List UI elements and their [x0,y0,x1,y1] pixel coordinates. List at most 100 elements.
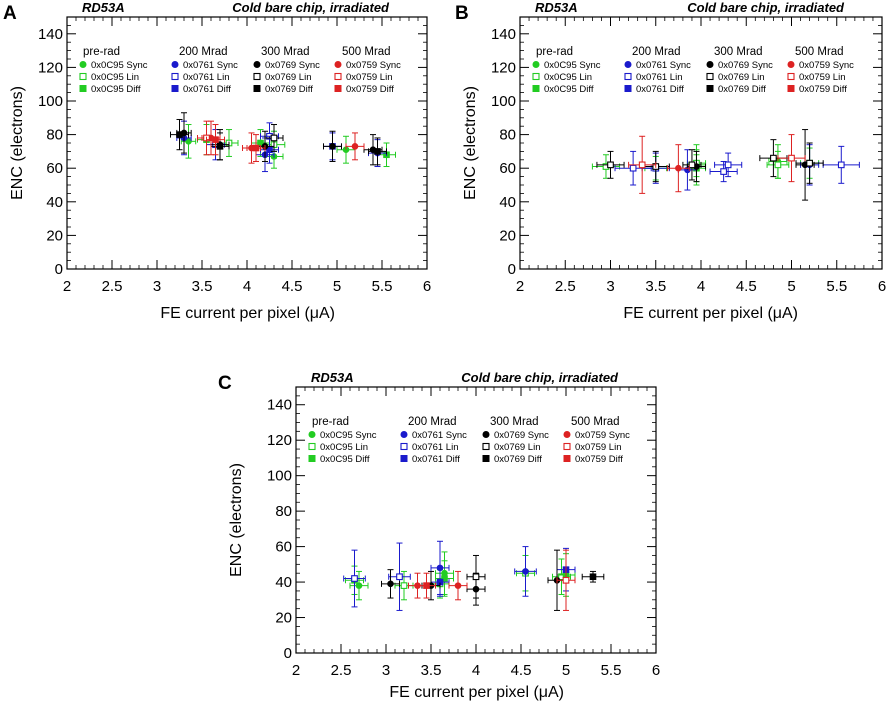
legend-entry: 0x0761 Lin [183,72,229,83]
x-tick-label: 3.5 [645,278,666,295]
marker-open-square [788,154,795,162]
legend-entry: 0x0769 Sync [494,430,549,441]
x-tick-label: 2 [63,278,71,295]
x-tick-label: 3 [153,278,161,295]
legend-entry: 0x0C95 Sync [544,60,601,71]
marker-circle [308,431,316,438]
marker-circle [334,61,342,68]
y-tick-label: 20 [499,227,516,244]
x-tick-label: 4 [697,278,705,295]
data-point [556,549,576,611]
y-tick-label: 0 [284,645,292,662]
marker-open-square [351,575,358,582]
data-point [206,124,225,156]
marker-filled-square [482,455,490,462]
marker-filled-square [563,455,571,462]
legend-entry: 0x0759 Diff [799,84,847,95]
legend-entry: 0x0759 Diff [575,454,623,465]
marker-filled-square [423,582,430,589]
data-point [260,135,279,164]
y-tick-label: 60 [499,160,516,177]
marker-circle [171,61,179,68]
y-tick-label: 120 [491,59,516,76]
y-tick-label: 20 [46,227,63,244]
data-point [777,134,806,183]
marker-filled-square [532,85,540,92]
marker-open-square [308,442,316,451]
y-tick-label: 60 [46,160,63,177]
legend-entry: 0x0761 Sync [183,60,238,71]
marker-filled-square [334,85,342,92]
data-point [596,150,625,179]
data-point [343,549,366,608]
legend-header: 500 Mrad [571,416,620,428]
legend-header: 300 Mrad [261,46,310,58]
x-tick-label: 5 [562,662,570,679]
legend-entry: 0x0769 Lin [494,442,540,453]
legend-header: pre-rad [536,46,573,58]
legend-header: 200 Mrad [179,46,228,58]
x-tick-label: 4.5 [511,662,532,679]
legend-header: 500 Mrad [342,46,391,58]
marker-open-square [400,582,408,589]
marker-open-square [688,161,696,169]
marker-circle [351,143,359,150]
chip-label: RD53A [535,0,578,15]
y-tick-label: 80 [499,127,516,144]
condition-label: Cold bare chip, irradiated [461,370,619,385]
legend-entry: 0x0C95 Lin [544,72,592,83]
y-tick-label: 0 [508,261,516,278]
legend-entry: 0x0759 Diff [346,84,394,95]
data-point [766,150,790,179]
marker-circle [624,61,632,68]
legend-entry: 0x0C95 Diff [91,84,141,95]
data-point [709,160,738,183]
data-point [822,145,860,184]
marker-circle [532,61,540,68]
marker-open-square [607,161,614,169]
marker-open-square [724,161,732,169]
legend-entry: 0x0761 Lin [412,442,458,453]
legend-entry: 0x0C95 Lin [320,442,368,453]
marker-open-square [638,161,646,169]
data-point [795,142,824,184]
panel-letter: A [3,3,17,24]
marker-open-square [79,72,87,81]
legend-header: pre-rad [83,46,120,58]
legend-entry: 0x0769 Diff [265,84,313,95]
data-point [368,137,387,166]
x-tick-label: 2 [292,662,300,679]
y-tick-label: 80 [46,127,63,144]
legend-entry: 0x0759 Sync [799,60,854,71]
marker-open-square [563,442,571,451]
x-tick-label: 5.5 [601,662,622,679]
x-axis-title: FE current per pixel (μA) [160,305,335,322]
data-point [345,132,365,161]
legend-entry: 0x0769 Diff [718,84,766,95]
marker-open-square [334,72,342,81]
x-tick-label: 4.5 [736,278,757,295]
x-tick-label: 3 [606,278,614,295]
legend-entry: 0x0C95 Diff [544,84,594,95]
marker-circle [253,61,261,68]
x-tick-label: 2.5 [331,662,352,679]
marker-open-square [624,72,632,81]
data-point [180,124,197,159]
y-tick-label: 100 [38,93,63,110]
marker-circle [387,580,394,588]
marker-open-square [532,72,540,81]
legend-entry: 0x0761 Diff [636,84,684,95]
legend-entry: 0x0C95 Diff [320,454,370,465]
marker-circle [706,61,714,68]
data-point [417,572,436,599]
x-tick-label: 5.5 [372,278,393,295]
marker-filled-square [589,573,597,581]
legend-header: 500 Mrad [795,46,844,58]
marker-open-square [706,72,714,81]
marker-open-square [770,154,777,162]
y-tick-label: 20 [275,610,292,627]
y-tick-label: 100 [267,468,292,485]
marker-open-square [400,442,408,451]
marker-filled-square [252,144,260,152]
data-point [394,570,414,601]
